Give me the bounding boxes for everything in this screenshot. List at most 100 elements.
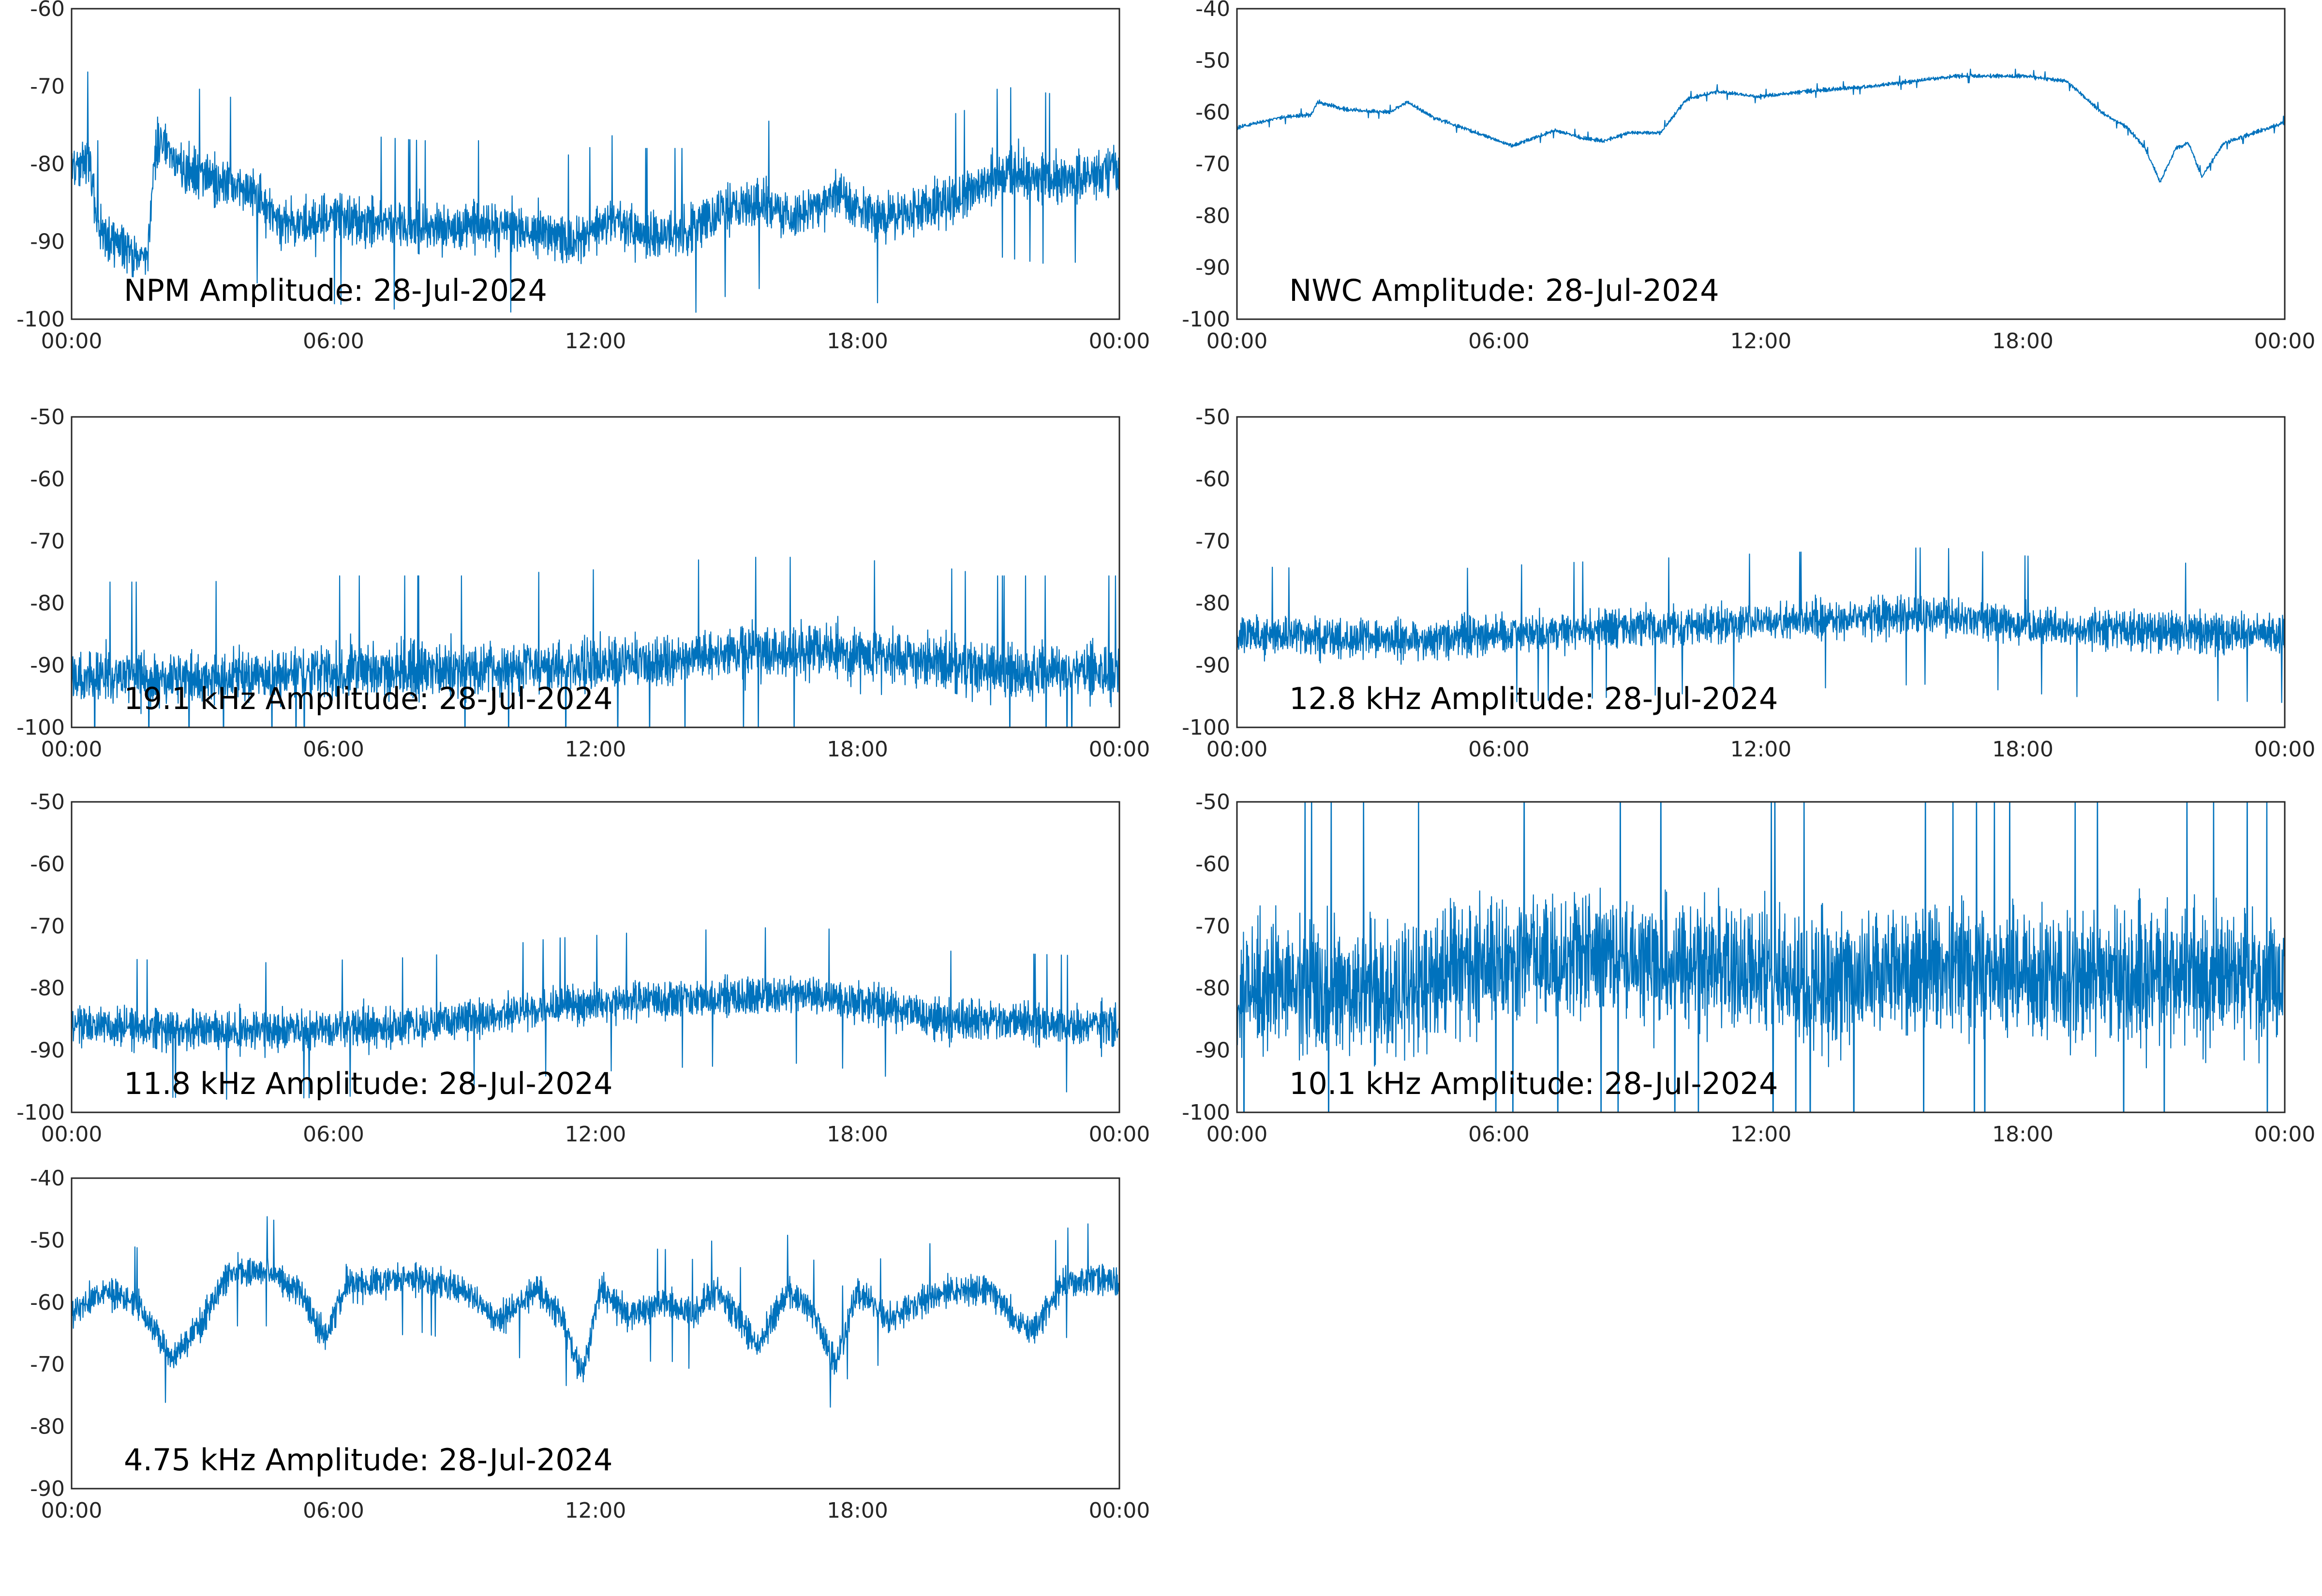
y-tick-label: -80: [1195, 976, 1230, 1001]
x-tick-label: 18:00: [827, 1498, 888, 1523]
y-tick-label: -70: [1195, 152, 1230, 177]
y-tick-label: -80: [1195, 204, 1230, 228]
x-tick-label: 00:00: [1206, 737, 1268, 762]
x-tick-label: 18:00: [827, 1122, 888, 1147]
y-tick-label: -70: [30, 1352, 65, 1377]
y-tick-label: -90: [1195, 255, 1230, 280]
y-tick-label: -100: [1182, 715, 1230, 740]
x-tick-label: 00:00: [1089, 737, 1150, 762]
y-tick-label: -90: [30, 230, 65, 254]
y-tick-label: -90: [30, 1038, 65, 1063]
y-tick-label: -50: [30, 405, 65, 429]
y-tick-label: -60: [30, 0, 65, 21]
x-tick-label: 00:00: [1089, 329, 1150, 354]
chart-title: NPM Amplitude: 28-Jul-2024: [124, 273, 547, 308]
y-tick-label: -60: [1195, 100, 1230, 125]
y-tick-label: -60: [30, 852, 65, 876]
y-tick-label: -80: [30, 591, 65, 616]
chart-title: 4.75 kHz Amplitude: 28-Jul-2024: [124, 1442, 613, 1478]
x-tick-label: 18:00: [827, 737, 888, 762]
chart-panel-nwc: -100 -90 -80 -70 -60 -50 -40 00:00 06:00 12:00 18…: [1182, 0, 2315, 354]
y-tick-label: -100: [1182, 307, 1230, 332]
y-tick-label: -100: [16, 715, 65, 740]
x-tick-label: 12:00: [1730, 329, 1792, 354]
x-tick-label: 00:00: [41, 1122, 103, 1147]
chart-panel-10-1-khz: -100 -90 -80 -70 -60 -50 00:00 06:00 12:00 18:00…: [1182, 790, 2316, 1147]
x-tick-label: 00:00: [1206, 329, 1268, 354]
x-tick-label: 12:00: [565, 737, 626, 762]
x-tick-label: 00:00: [1089, 1498, 1150, 1523]
plot-area: [1236, 8, 2286, 320]
axis-frame: [71, 801, 1120, 1113]
x-tick-label: 18:00: [1992, 1122, 2054, 1147]
y-tick-label: -80: [30, 1415, 65, 1439]
x-tick-label: 06:00: [303, 329, 364, 354]
y-tick-label: -80: [1195, 591, 1230, 616]
axis-frame: [1236, 416, 2286, 728]
x-tick-label: 12:00: [1730, 1122, 1792, 1147]
x-tick-label: 06:00: [303, 737, 364, 762]
series-line-12-8-khz-amplitude: [1237, 547, 2285, 703]
chart-title: 19.1 kHz Amplitude: 28-Jul-2024: [124, 681, 613, 716]
chart-title: 11.8 kHz Amplitude: 28-Jul-2024: [124, 1066, 613, 1101]
series-line-4-75-khz-amplitude: [72, 1216, 1119, 1408]
axis-frame: [71, 8, 1120, 320]
x-tick-label: 06:00: [303, 1498, 364, 1523]
series-line-npm-amplitude: [72, 71, 1119, 313]
chart-panel-11-8-khz: -100 -90 -80 -70 -60 -50 00:00 06:00 12:00 18:00…: [16, 790, 1150, 1147]
y-tick-label: -60: [1195, 852, 1230, 876]
y-tick-label: -60: [30, 1290, 65, 1315]
x-tick-label: 00:00: [2254, 737, 2316, 762]
y-tick-label: -50: [1195, 790, 1230, 814]
x-tick-label: 00:00: [2254, 1122, 2316, 1147]
y-tick-label: -90: [1195, 653, 1230, 678]
y-tick-label: -90: [30, 653, 65, 678]
y-tick-label: -40: [1195, 0, 1230, 21]
chart-panel-npm: -100 -90 -80 -70 -60 00:00 06:00 12:00 18:00 00:…: [16, 0, 1150, 354]
x-tick-label: 06:00: [1468, 1122, 1530, 1147]
axis-frame: [71, 416, 1120, 728]
x-tick-label: 06:00: [1468, 329, 1530, 354]
x-tick-label: 00:00: [41, 1498, 103, 1523]
x-tick-label: 18:00: [1992, 737, 2054, 762]
series-line-nwc-amplitude: [1237, 68, 2285, 183]
series-line-10-1-khz-amplitude: [1237, 802, 2285, 1112]
x-tick-label: 00:00: [1206, 1122, 1268, 1147]
chart-panel-12-8-khz: -100 -90 -80 -70 -60 -50 00:00 06:00 12:00 18:00…: [1182, 405, 2315, 762]
x-tick-label: 00:00: [2254, 329, 2316, 354]
plot-area: [1236, 416, 2286, 728]
x-tick-label: 00:00: [41, 737, 103, 762]
y-tick-label: -100: [16, 1100, 65, 1125]
y-tick-label: -70: [30, 529, 65, 554]
y-tick-label: -100: [1182, 1100, 1230, 1125]
y-tick-label: -80: [30, 976, 65, 1001]
y-tick-label: -90: [30, 1477, 65, 1501]
x-tick-label: 12:00: [1730, 737, 1792, 762]
y-tick-label: -60: [30, 467, 65, 491]
x-tick-label: 00:00: [41, 329, 103, 354]
x-tick-label: 12:00: [565, 1122, 626, 1147]
chart-panel-19-1-khz: -100 -90 -80 -70 -60 -50 00:00 06:00 12:00 18:00…: [16, 405, 1150, 762]
axis-frame: [1236, 8, 2286, 320]
y-tick-label: -40: [30, 1166, 65, 1191]
y-tick-label: -90: [1195, 1038, 1230, 1063]
series-line-11-8-khz-amplitude: [72, 927, 1119, 1100]
chart-panel-4-75-khz: -90 -80 -70 -60 -50 -40 00:00 06:00 12:00 18:00 0…: [30, 1166, 1150, 1523]
y-tick-label: -70: [30, 914, 65, 939]
y-tick-label: -70: [1195, 529, 1230, 554]
y-tick-label: -50: [30, 790, 65, 814]
x-tick-label: 06:00: [1468, 737, 1530, 762]
y-tick-label: -70: [1195, 914, 1230, 939]
chart-title: NWC Amplitude: 28-Jul-2024: [1289, 273, 1719, 308]
x-tick-label: 18:00: [827, 329, 888, 354]
x-tick-label: 12:00: [565, 329, 626, 354]
x-tick-label: 18:00: [1992, 329, 2054, 354]
y-tick-label: -50: [1195, 48, 1230, 73]
y-tick-label: -50: [30, 1228, 65, 1253]
y-tick-label: -50: [1195, 405, 1230, 429]
y-tick-label: -100: [16, 307, 65, 332]
chart-title: 12.8 kHz Amplitude: 28-Jul-2024: [1289, 681, 1778, 716]
x-tick-label: 06:00: [303, 1122, 364, 1147]
axis-frame: [1236, 801, 2286, 1113]
